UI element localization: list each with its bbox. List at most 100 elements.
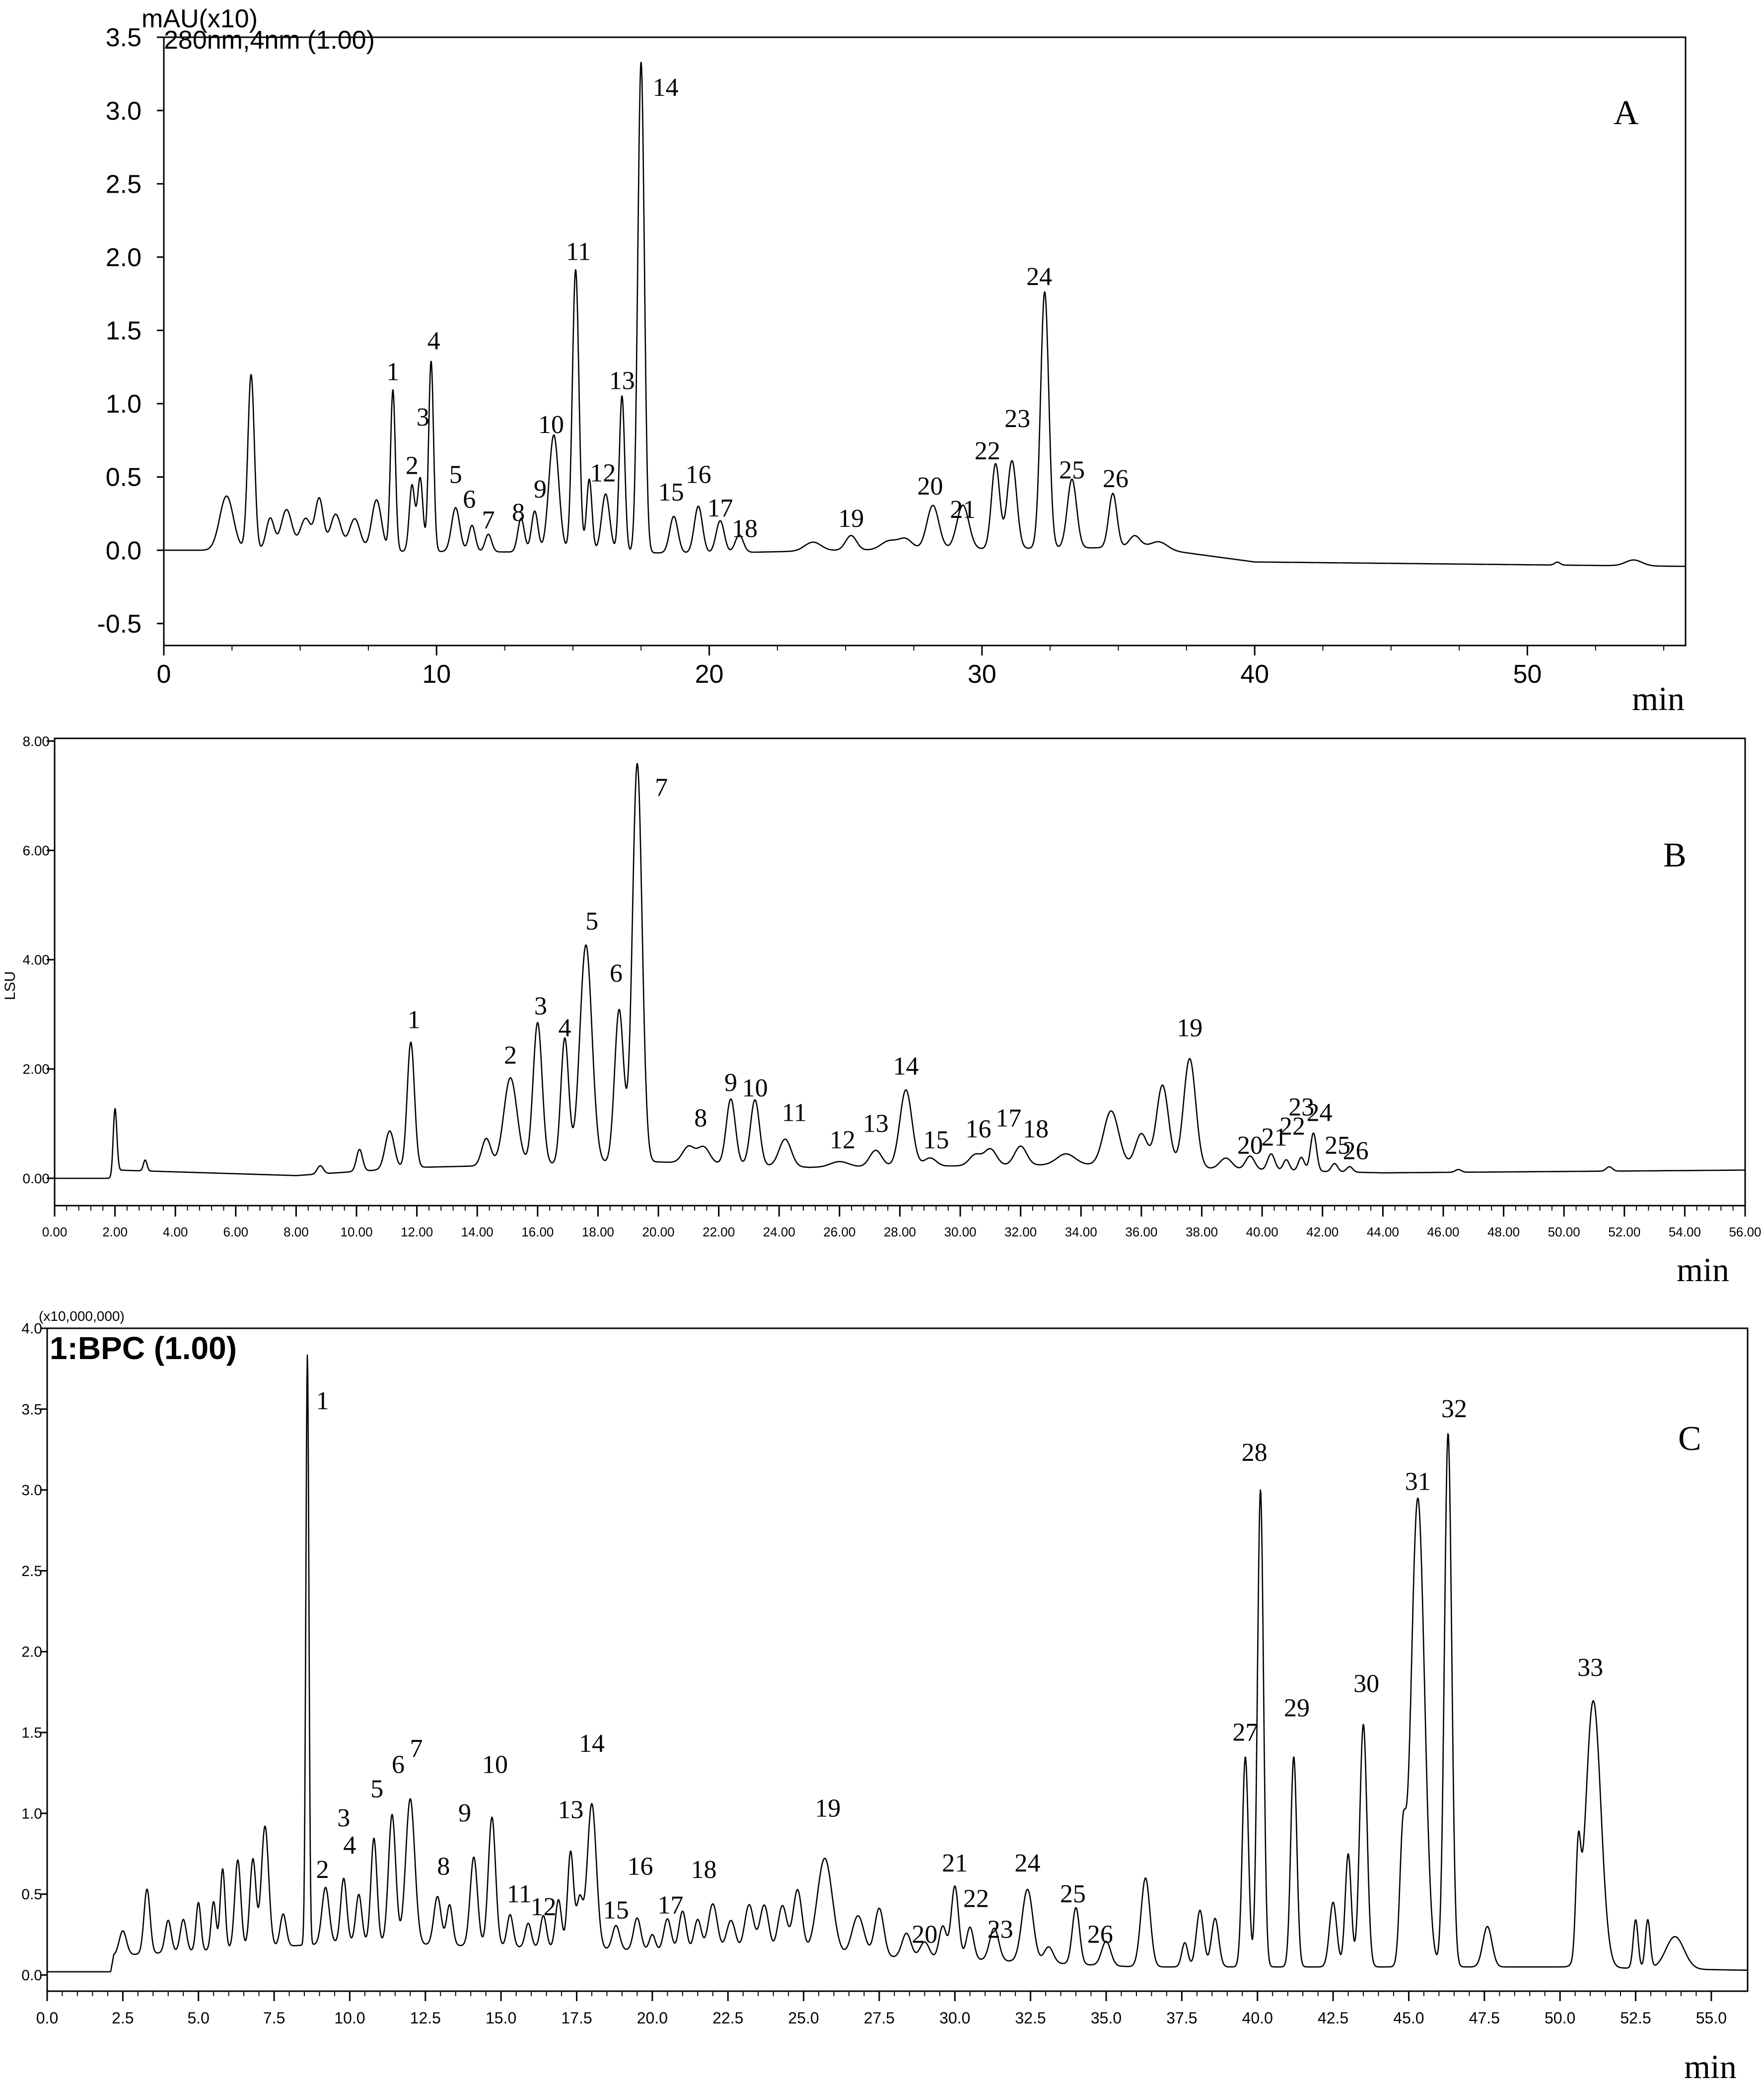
chart-panel-B: 0.00 2.00 4.00 6.00 8.00 0.00 2.00 4.00 6.00 8.00…	[2, 733, 1762, 1289]
peak-label-C-33: 33	[1577, 1654, 1603, 1682]
panel-letter-A: A	[1614, 94, 1639, 132]
y-tick-label-A: -0.5	[97, 610, 141, 639]
x-tick-label-B: 20.00	[642, 1224, 675, 1239]
x-tick-label-C: 12.5	[410, 2009, 441, 2027]
peak-label-A-14: 14	[653, 73, 679, 102]
peak-label-B-12: 12	[830, 1126, 855, 1154]
y-tick-label-A: 2.0	[106, 243, 141, 272]
y-tick-label-B: 8.00	[23, 733, 50, 749]
peak-label-C-14: 14	[579, 1729, 605, 1758]
x-tick-label-B: 56.00	[1729, 1224, 1761, 1239]
peak-label-A-21: 21	[950, 496, 976, 524]
y-tick-label-B: 6.00	[23, 843, 50, 858]
peak-label-A-13: 13	[609, 366, 635, 395]
y-tick-label-C: 0.5	[21, 1886, 42, 1903]
peak-label-C-25: 25	[1060, 1880, 1086, 1908]
x-tick-label-C: 22.5	[712, 2009, 743, 2027]
peak-label-B-7: 7	[655, 774, 668, 802]
peak-label-A-25: 25	[1059, 456, 1085, 484]
x-tick-label-A: 10	[422, 660, 451, 689]
x-tick-label-A: 30	[968, 660, 996, 689]
x-tick-label-B: 0.00	[42, 1224, 68, 1239]
x-tick-label-B: 4.00	[163, 1224, 188, 1239]
x-tick-label-B: 38.00	[1186, 1224, 1218, 1239]
x-tick-label-C: 0.0	[36, 2009, 58, 2027]
peak-label-B-14: 14	[893, 1052, 919, 1080]
x-tick-label-B: 42.00	[1306, 1224, 1339, 1239]
peak-label-C-30: 30	[1353, 1670, 1379, 1698]
peak-label-C-15: 15	[603, 1896, 629, 1924]
y-tick-label-A: 0.5	[106, 463, 141, 492]
x-tick-label-B: 14.00	[461, 1224, 494, 1239]
x-tick-label-B: 2.00	[102, 1224, 128, 1239]
y-tick-label-B: 4.00	[23, 952, 50, 968]
y-tick-label-C: 2.0	[21, 1644, 42, 1660]
y-tick-label-B: 0.00	[23, 1171, 50, 1186]
x-tick-label-C: 30.0	[939, 2009, 970, 2027]
peak-label-A-16: 16	[686, 460, 711, 489]
peak-label-B-4: 4	[559, 1014, 571, 1042]
x-tick-label-B: 10.00	[340, 1224, 372, 1239]
peak-label-C-9: 9	[458, 1799, 471, 1827]
peak-label-A-12: 12	[590, 459, 616, 487]
peak-label-C-24: 24	[1015, 1849, 1041, 1877]
peak-label-A-23: 23	[1004, 405, 1030, 433]
peak-label-A-9: 9	[534, 475, 547, 504]
y-axis-label-C: (x10,000,000)	[39, 1308, 125, 1324]
peak-label-B-5: 5	[585, 907, 598, 936]
peak-label-B-16: 16	[966, 1115, 991, 1143]
x-tick-label-C: 17.5	[561, 2009, 592, 2027]
peak-label-B-22: 22	[1279, 1112, 1305, 1141]
x-tick-label-B: 36.00	[1125, 1224, 1157, 1239]
x-tick-label-B: 46.00	[1427, 1224, 1459, 1239]
panel-letter-C: C	[1678, 1420, 1701, 1458]
x-tick-label-B: 12.00	[401, 1224, 433, 1239]
x-tick-label-C: 52.5	[1620, 2009, 1651, 2027]
peak-label-A-5: 5	[449, 460, 462, 489]
x-tick-label-C: 45.0	[1393, 2009, 1424, 2027]
peak-label-C-26: 26	[1087, 1920, 1113, 1948]
peak-label-B-6: 6	[610, 959, 623, 988]
y-tick-label-C: 1.5	[21, 1725, 42, 1741]
x-tick-label-B: 52.00	[1608, 1224, 1640, 1239]
x-tick-label-B: 22.00	[703, 1224, 735, 1239]
x-tick-label-C: 15.0	[486, 2009, 516, 2027]
peak-label-C-13: 13	[558, 1796, 583, 1824]
chromatogram-trace-B	[54, 763, 1746, 1179]
peak-label-A-2: 2	[406, 452, 419, 480]
peak-label-A-6: 6	[463, 486, 476, 514]
x-tick-label-C: 40.0	[1242, 2009, 1273, 2027]
peak-label-B-13: 13	[863, 1109, 889, 1138]
x-tick-label-B: 34.00	[1065, 1224, 1097, 1239]
peak-label-B-9: 9	[724, 1069, 737, 1097]
peak-label-C-20: 20	[912, 1920, 937, 1948]
chart-panel-A: -0.5 0.0 0.5 1.0 1.5 2.0 2.5 3.0 3.5 0 10 20 30 40 50 1…	[97, 4, 1687, 718]
peak-label-A-18: 18	[732, 515, 758, 543]
peak-label-A-11: 11	[566, 238, 591, 266]
peak-label-C-6: 6	[392, 1750, 405, 1779]
peak-label-C-18: 18	[691, 1856, 716, 1884]
peak-label-A-1: 1	[386, 358, 399, 386]
peak-label-C-8: 8	[437, 1853, 450, 1881]
y-axis-label-A: mAU(x10)	[141, 4, 258, 33]
panel-letter-B: B	[1663, 836, 1687, 874]
x-tick-label-B: 40.00	[1246, 1224, 1278, 1239]
peak-label-A-10: 10	[538, 411, 564, 439]
x-axis-label-B: min	[1677, 1251, 1729, 1289]
peak-label-B-23: 23	[1288, 1093, 1314, 1121]
peak-label-C-7: 7	[410, 1734, 423, 1763]
x-tick-label-B: 28.00	[884, 1224, 916, 1239]
chart-title-C: 1:BPC (1.00)	[50, 1330, 237, 1366]
peak-label-C-22: 22	[963, 1885, 989, 1913]
peak-label-B-26: 26	[1343, 1137, 1369, 1165]
peak-label-B-24: 24	[1307, 1098, 1333, 1127]
peak-label-C-32: 32	[1441, 1395, 1467, 1423]
plot-frame-C	[46, 1327, 1749, 1992]
peak-label-A-20: 20	[917, 472, 943, 501]
peak-label-C-31: 31	[1405, 1468, 1431, 1496]
peak-label-B-18: 18	[1023, 1115, 1049, 1143]
peak-label-B-2: 2	[504, 1041, 517, 1070]
x-tick-label-B: 18.00	[582, 1224, 614, 1239]
peak-label-C-12: 12	[530, 1893, 556, 1921]
peak-label-A-24: 24	[1026, 263, 1052, 291]
